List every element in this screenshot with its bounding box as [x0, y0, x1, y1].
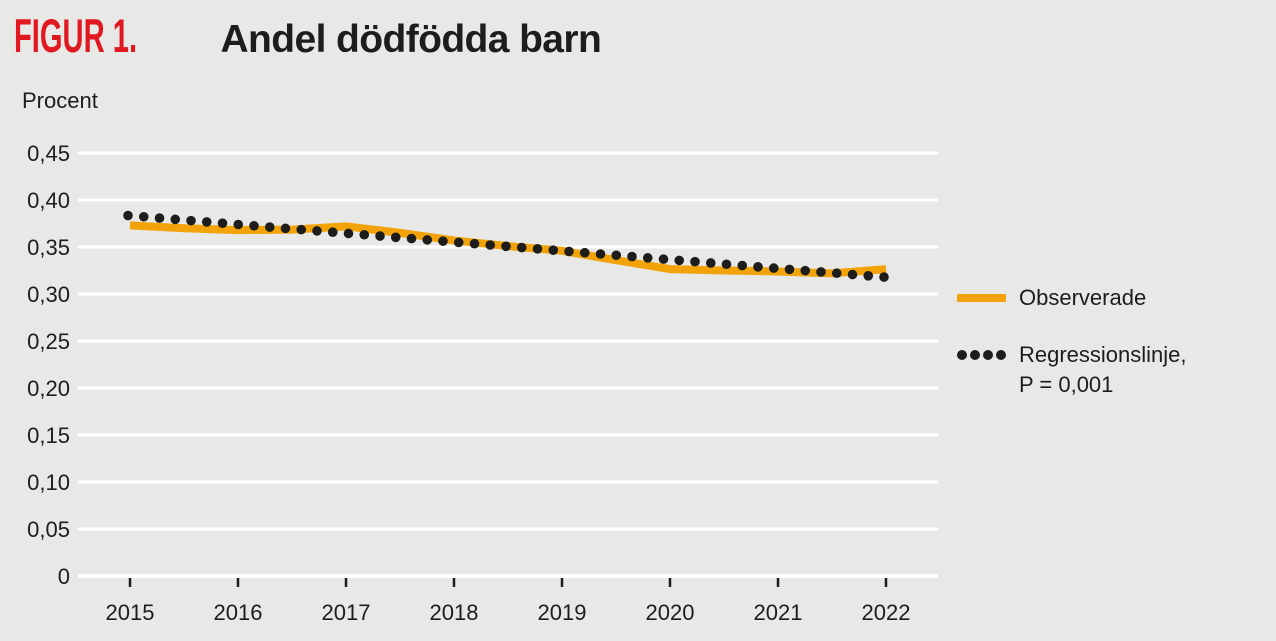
- legend-dot-icon: [957, 350, 967, 360]
- x-tick-label: 2022: [862, 600, 911, 625]
- regression-dot: [611, 250, 622, 261]
- regression-dot: [485, 240, 496, 250]
- regression-dot: [375, 231, 385, 241]
- regression-dot: [312, 226, 322, 236]
- x-tick-label: 2019: [538, 600, 587, 625]
- regression-dot: [249, 220, 259, 231]
- y-tick-label: 0,30: [27, 282, 70, 307]
- observed-line-swatch: [957, 294, 1006, 302]
- y-tick-label: 0,20: [27, 376, 70, 401]
- regression-dot: [863, 270, 874, 281]
- x-tick-label: 2020: [646, 600, 695, 625]
- x-tick-label: 2015: [106, 600, 155, 625]
- regression-dot: [816, 267, 826, 277]
- legend-regression-label: Regressionslinje, P = 0,001: [1019, 340, 1187, 400]
- y-tick-label: 0,10: [27, 470, 70, 495]
- regression-dot: [564, 246, 574, 257]
- regression-dot: [469, 238, 480, 249]
- legend-dot-icon: [996, 350, 1006, 360]
- legend-item-regression: Regressionslinje, P = 0,001: [957, 340, 1187, 400]
- legend-item-observed: Observerade: [957, 283, 1187, 313]
- regression-dot: [595, 249, 606, 259]
- regression-dot: [154, 213, 165, 223]
- regression-dot: [705, 258, 716, 268]
- regression-dot: [343, 228, 354, 239]
- chart-legend: Observerade Regressionslinje, P = 0,001: [957, 283, 1187, 400]
- regression-dot: [186, 215, 196, 226]
- regression-dot: [658, 254, 669, 264]
- regression-dot: [138, 211, 149, 222]
- regression-dot: [579, 247, 590, 258]
- regression-dot: [438, 236, 448, 246]
- regression-dot: [233, 219, 244, 230]
- regression-dot: [359, 229, 370, 240]
- regression-dot: [406, 233, 417, 244]
- x-tick-label: 2017: [322, 600, 371, 625]
- regression-dot: [516, 242, 527, 253]
- x-tick-label: 2016: [214, 600, 263, 625]
- regression-dot: [847, 269, 858, 280]
- legend-dot-icon: [970, 350, 980, 360]
- regression-dot: [627, 251, 637, 262]
- figure-heading: Andel dödfödda barn: [220, 18, 602, 61]
- x-tick-label: 2018: [430, 600, 479, 625]
- y-tick-label: 0,35: [27, 235, 70, 260]
- x-tick-label: 2021: [754, 600, 803, 625]
- regression-dot: [768, 263, 779, 273]
- regression-dot: [674, 255, 685, 266]
- legend-regression-line2: P = 0,001: [1019, 372, 1114, 397]
- legend-regression-line1: Regressionslinje,: [1019, 342, 1187, 367]
- regression-dot: [327, 227, 338, 237]
- regression-dot: [532, 244, 543, 254]
- regression-dot: [721, 259, 732, 270]
- regression-dot: [548, 245, 559, 255]
- y-tick-label: 0,40: [27, 188, 70, 213]
- legend-observed-label: Observerade: [1019, 285, 1147, 310]
- regression-dots-swatch: [957, 350, 1006, 360]
- regression-dot: [296, 224, 307, 235]
- regression-dot: [170, 214, 181, 225]
- regression-dot: [642, 253, 653, 263]
- regression-dot: [753, 262, 763, 272]
- regression-dot: [390, 232, 401, 243]
- y-axis-unit-label: Procent: [22, 88, 98, 113]
- regression-dot: [879, 272, 889, 282]
- regression-dot: [831, 268, 842, 279]
- regression-dot: [690, 256, 700, 267]
- regression-dot: [422, 235, 433, 245]
- figure-number-label: FIGUR 1.: [14, 9, 138, 62]
- y-tick-label: 0,25: [27, 329, 70, 354]
- regression-dot: [280, 223, 291, 234]
- regression-dot: [201, 217, 212, 227]
- regression-dot: [784, 264, 795, 275]
- regression-dot: [800, 265, 811, 276]
- regression-dot: [217, 218, 228, 229]
- y-tick-label: 0,15: [27, 423, 70, 448]
- regression-dot: [123, 210, 133, 221]
- y-tick-label: 0: [58, 564, 70, 589]
- figure-title: FIGUR 1. Andel dödfödda barn: [14, 8, 602, 63]
- regression-dot: [737, 260, 748, 271]
- regression-dot: [264, 222, 275, 232]
- y-tick-label: 0,45: [27, 141, 70, 166]
- y-tick-label: 0,05: [27, 517, 70, 542]
- legend-dot-icon: [983, 350, 993, 360]
- regression-dot: [501, 241, 511, 252]
- regression-dot: [453, 237, 464, 248]
